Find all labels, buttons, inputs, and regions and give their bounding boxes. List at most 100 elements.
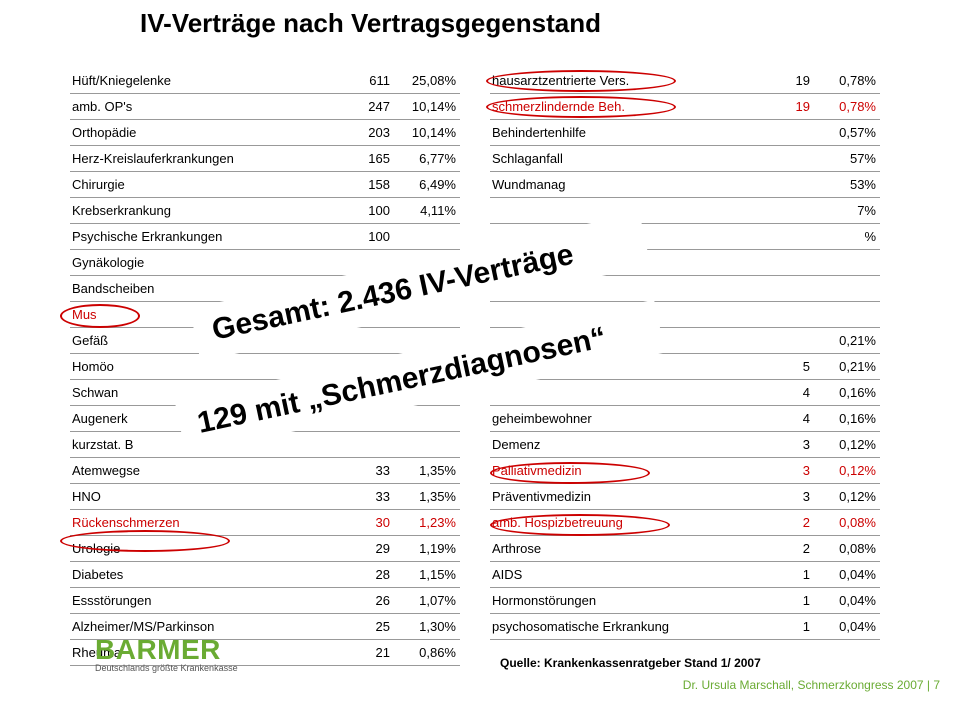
row-label: Essstörungen (70, 593, 345, 608)
row-count: 247 (345, 99, 400, 114)
row-count: 21 (345, 645, 400, 660)
table-row: 40,16% (490, 380, 880, 406)
row-count: 28 (345, 567, 400, 582)
row-count: 3 (765, 437, 820, 452)
row-pct: 0,21% (820, 333, 880, 348)
row-label: Behindertenhilfe (490, 125, 765, 140)
page-title: IV-Verträge nach Vertragsgegenstand (140, 8, 601, 39)
table-row: Essstörungen261,07% (70, 588, 460, 614)
row-pct: 1,30% (400, 619, 460, 634)
row-pct: 0,04% (820, 593, 880, 608)
row-pct: 0,12% (820, 489, 880, 504)
table-row: 7% (490, 198, 880, 224)
row-count: 25 (345, 619, 400, 634)
table-row: Arthrose20,08% (490, 536, 880, 562)
row-label: Rückenschmerzen (70, 515, 345, 530)
row-count: 1 (765, 593, 820, 608)
table-row: amb. OP's24710,14% (70, 94, 460, 120)
row-pct: 1,07% (400, 593, 460, 608)
row-pct: 0,16% (820, 411, 880, 426)
row-label: Herz-Kreislauferkrankungen (70, 151, 345, 166)
row-pct: % (820, 229, 880, 244)
row-pct: 1,35% (400, 489, 460, 504)
row-label: Hormonstörungen (490, 593, 765, 608)
row-label: Atemwegse (70, 463, 345, 478)
row-pct: 0,04% (820, 619, 880, 634)
source-line: Quelle: Krankenkassenratgeber Stand 1/ 2… (500, 656, 761, 670)
row-pct: 0,57% (820, 125, 880, 140)
row-count: 2 (765, 515, 820, 530)
row-pct: 0,08% (820, 541, 880, 556)
row-count: 19 (765, 73, 820, 88)
row-label: Chirurgie (70, 177, 345, 192)
row-pct: 4,11% (400, 203, 460, 218)
table-row: HNO331,35% (70, 484, 460, 510)
row-label: Präventivmedizin (490, 489, 765, 504)
row-pct: 10,14% (400, 99, 460, 114)
row-count: 611 (345, 73, 400, 88)
table-row: geheimbewohner40,16% (490, 406, 880, 432)
row-count: 5 (765, 359, 820, 374)
table-row: Krebserkrankung1004,11% (70, 198, 460, 224)
row-pct: 53% (820, 177, 880, 192)
row-label: hausarztzentrierte Vers. (490, 73, 765, 88)
row-pct: 6,49% (400, 177, 460, 192)
row-label: amb. Hospizbetreuung (490, 515, 765, 530)
row-label: HNO (70, 489, 345, 504)
table-row: amb. Hospizbetreuung20,08% (490, 510, 880, 536)
row-pct: 0,12% (820, 463, 880, 478)
row-count: 4 (765, 385, 820, 400)
footer-line: Dr. Ursula Marschall, Schmerzkongress 20… (683, 678, 940, 692)
row-label: Gynäkologie (70, 255, 345, 270)
row-label: Psychische Erkrankungen (70, 229, 345, 244)
row-label: Krebserkrankung (70, 203, 345, 218)
table-row: Orthopädie20310,14% (70, 120, 460, 146)
row-pct: 0,08% (820, 515, 880, 530)
row-label: Hüft/Kniegelenke (70, 73, 345, 88)
table-row: Atemwegse331,35% (70, 458, 460, 484)
table-row: Diabetes281,15% (70, 562, 460, 588)
row-count: 19 (765, 99, 820, 114)
row-pct: 1,35% (400, 463, 460, 478)
row-label: Arthrose (490, 541, 765, 556)
table-row: psychosomatische Erkrankung10,04% (490, 614, 880, 640)
row-label: Palliativmedizin (490, 463, 765, 478)
barmer-logo: BARMER (95, 634, 238, 666)
barmer-logo-block: BARMER Deutschlands größte Krankenkasse (95, 634, 238, 673)
row-label: schmerzlindernde Beh. (490, 99, 765, 114)
row-label: Demenz (490, 437, 765, 452)
table-row: Präventivmedizin30,12% (490, 484, 880, 510)
row-label: Homöo (70, 359, 345, 374)
row-count: 3 (765, 489, 820, 504)
row-pct: 57% (820, 151, 880, 166)
row-pct: 10,14% (400, 125, 460, 140)
row-count: 4 (765, 411, 820, 426)
row-count: 158 (345, 177, 400, 192)
row-label: psychosomatische Erkrankung (490, 619, 765, 634)
table-row: Palliativmedizin30,12% (490, 458, 880, 484)
table-row: Schlaganfall57% (490, 146, 880, 172)
row-label: geheimbewohner (490, 411, 765, 426)
row-pct: 1,23% (400, 515, 460, 530)
table-row: Rückenschmerzen301,23% (70, 510, 460, 536)
row-label: Alzheimer/MS/Parkinson (70, 619, 345, 634)
row-pct: 7% (820, 203, 880, 218)
row-count: 30 (345, 515, 400, 530)
row-count: 203 (345, 125, 400, 140)
row-pct: 1,15% (400, 567, 460, 582)
row-pct: 0,21% (820, 359, 880, 374)
row-label: AIDS (490, 567, 765, 582)
table-row: Hüft/Kniegelenke61125,08% (70, 68, 460, 94)
row-label: amb. OP's (70, 99, 345, 114)
row-pct: 0,04% (820, 567, 880, 582)
row-pct: 6,77% (400, 151, 460, 166)
row-pct: 0,12% (820, 437, 880, 452)
row-count: 165 (345, 151, 400, 166)
row-label: Urologie (70, 541, 345, 556)
table-row: Chirurgie1586,49% (70, 172, 460, 198)
table-row: Urologie291,19% (70, 536, 460, 562)
barmer-tagline: Deutschlands größte Krankenkasse (95, 663, 238, 673)
row-count: 3 (765, 463, 820, 478)
table-row: Psychische Erkrankungen100 (70, 224, 460, 250)
row-count: 100 (345, 229, 400, 244)
